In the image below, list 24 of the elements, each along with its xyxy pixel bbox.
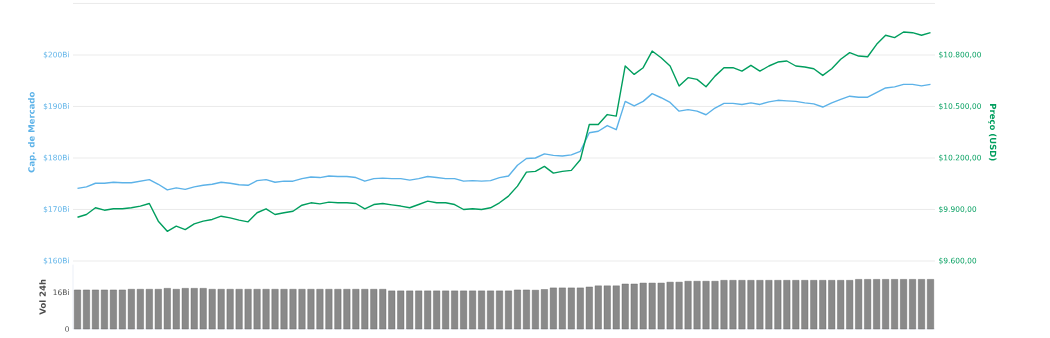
bar xyxy=(909,279,916,330)
bar xyxy=(478,290,485,330)
bar xyxy=(487,290,494,330)
bar xyxy=(83,289,90,330)
line-series xyxy=(76,31,932,232)
bar xyxy=(505,290,512,330)
bar xyxy=(74,289,81,330)
bar xyxy=(496,290,503,330)
bar xyxy=(891,279,899,330)
bar xyxy=(523,289,530,330)
bar xyxy=(514,289,521,330)
bar xyxy=(101,289,108,330)
bar xyxy=(469,290,476,330)
bar xyxy=(927,279,934,330)
bar xyxy=(900,279,907,330)
bar xyxy=(918,279,925,330)
bar xyxy=(109,289,117,330)
y-axis-title: Vol 24h xyxy=(39,279,46,315)
bar xyxy=(540,289,548,330)
bar xyxy=(92,289,99,330)
y2-axis-title: Preço (USD) xyxy=(988,104,997,161)
bar xyxy=(460,290,468,330)
y-axis-title: Cap. de Mercado xyxy=(28,92,37,173)
bar xyxy=(531,289,539,330)
